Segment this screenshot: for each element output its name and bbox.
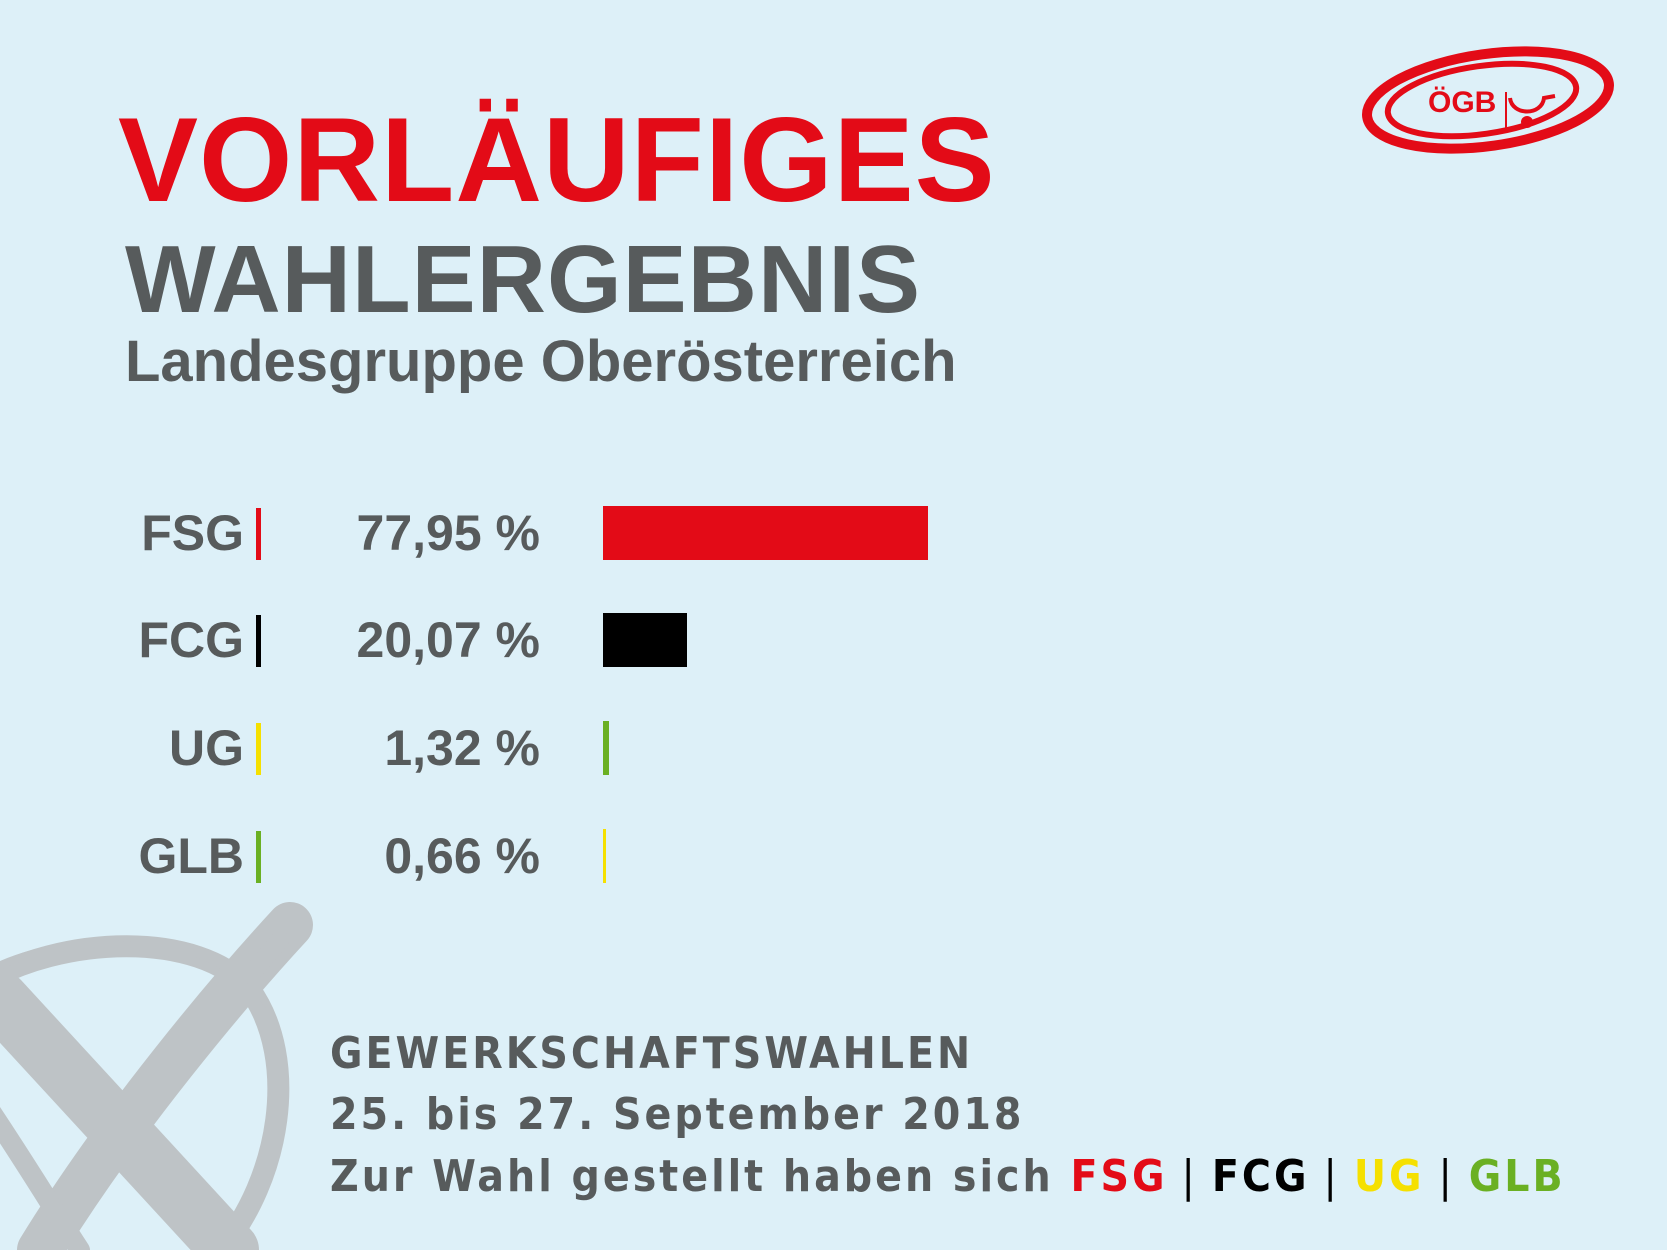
percentage-fcg: 20,07 %: [356, 612, 540, 668]
footer-party-fcg: FCG: [1211, 1151, 1310, 1202]
oegb-logo: ÖGB: [1362, 46, 1614, 154]
party-separator-fsg: [256, 508, 261, 560]
percentage-ug: 1,32 %: [384, 720, 540, 776]
party-label-fsg: FSG: [141, 505, 244, 561]
title-line-1: VORLÄUFIGES: [118, 93, 996, 227]
party-separator-glb: [256, 831, 261, 883]
percentage-glb: 0,66 %: [384, 828, 540, 884]
footer-line-1: GEWERKSCHAFTSWAHLEN: [330, 1028, 974, 1079]
footer-separator: |: [1438, 1151, 1455, 1202]
result-row-fcg: FCG 20,07 %: [0, 605, 1000, 675]
percentage-fsg: 77,95 %: [356, 505, 540, 561]
posthorn-icon: [1505, 92, 1556, 132]
footer-party-glb: GLB: [1468, 1151, 1566, 1202]
result-row-fsg: FSG 77,95 %: [0, 498, 1000, 568]
party-label-glb: GLB: [138, 828, 244, 884]
footer-party-ug: UG: [1353, 1151, 1425, 1202]
footer-line-2: 25. bis 27. September 2018: [330, 1089, 1025, 1140]
title-line-2: WAHLERGEBNIS: [125, 226, 922, 333]
party-separator-ug: [256, 723, 261, 775]
ballot-cross-graphic: [0, 902, 313, 1250]
bar-fcg: [603, 613, 687, 667]
result-row-ug: UG 1,32 %: [0, 713, 1000, 783]
subtitle: Landesgruppe Oberösterreich: [125, 329, 957, 394]
party-label-fcg: FCG: [138, 612, 244, 668]
footer-separator: |: [1323, 1151, 1340, 1202]
footer-line-3: Zur Wahl gestellt haben sich FSG | FCG | UG |…: [330, 1155, 1566, 1199]
party-separator-fcg: [256, 615, 261, 667]
bar-fsg: [603, 506, 928, 560]
bar-ug: [603, 721, 609, 775]
footer-party-fsg: FSG: [1070, 1151, 1168, 1202]
result-row-glb: GLB 0,66 %: [0, 821, 1000, 891]
bar-glb: [603, 829, 606, 883]
party-label-ug: UG: [169, 720, 244, 776]
footer-separator: |: [1181, 1151, 1198, 1202]
logo-text: ÖGB: [1428, 86, 1496, 119]
footer-prefix: Zur Wahl gestellt haben sich: [330, 1151, 1054, 1202]
